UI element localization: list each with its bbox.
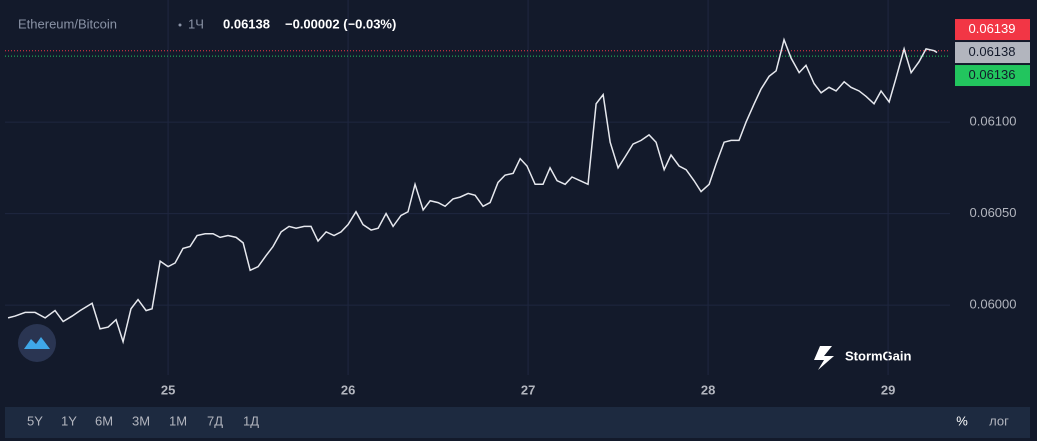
- range-button[interactable]: 7Д: [207, 413, 223, 428]
- bid-price-box: [955, 65, 1030, 87]
- last-price: 0.06138: [223, 16, 270, 31]
- separator: [178, 23, 182, 27]
- y-tick-label: 0.06000: [970, 297, 1017, 312]
- range-button[interactable]: 5Y: [27, 413, 43, 428]
- x-tick-label: 27: [521, 382, 535, 397]
- brand-icon: [814, 346, 834, 370]
- logo-icon: [24, 337, 50, 349]
- range-button[interactable]: 6M: [95, 413, 113, 428]
- x-tick-label: 25: [161, 382, 175, 397]
- price-change: −0.00002 (−0.03%): [285, 16, 396, 31]
- price-line: [7, 37, 938, 345]
- bottom-bar: [5, 407, 1030, 438]
- ask-price-label: 0.06139: [969, 21, 1016, 36]
- ask-price-box: [955, 19, 1030, 41]
- interval: 1Ч: [188, 16, 204, 31]
- x-tick-label: 28: [701, 382, 715, 397]
- last-price-label: 0.06138: [969, 44, 1016, 59]
- x-tick-label: 29: [881, 382, 895, 397]
- watermark-logo: [18, 324, 56, 362]
- brand: StormGain: [845, 348, 912, 363]
- bid-price-label: 0.06136: [969, 67, 1016, 82]
- y-tick-label: 0.06050: [970, 205, 1017, 220]
- range-button[interactable]: 1Д: [243, 413, 259, 428]
- y-tick-label: 0.06100: [970, 114, 1017, 129]
- range-button[interactable]: 3M: [132, 413, 150, 428]
- last-price-box: [955, 42, 1030, 64]
- x-tick-label: 26: [341, 382, 355, 397]
- symbol: Ethereum/Bitcoin: [18, 16, 117, 31]
- range-button[interactable]: 1Y: [61, 413, 77, 428]
- range-button[interactable]: 1M: [169, 413, 187, 428]
- toggle-button[interactable]: %: [956, 413, 968, 428]
- toggle-button[interactable]: лог: [989, 413, 1009, 428]
